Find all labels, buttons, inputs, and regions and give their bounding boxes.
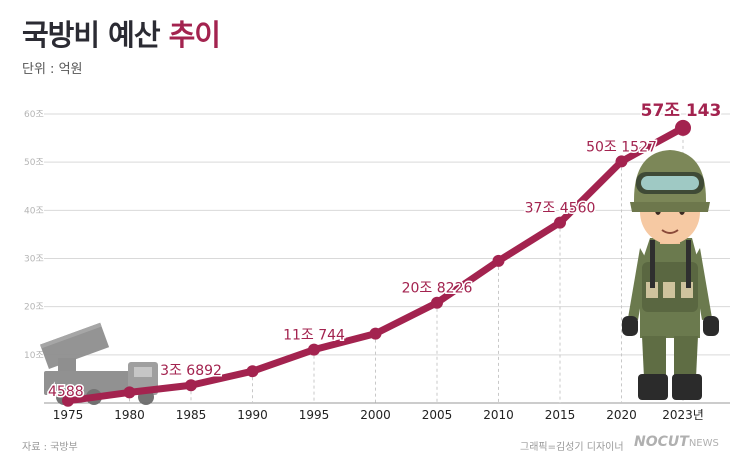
chart-layer: 4588 3조 6892 11조 744 20조 8226 37조 4560 50조 15… [47, 99, 723, 407]
x-tick-label-10: 2023년 [662, 408, 704, 422]
x-tick-label-2: 1985 [176, 408, 207, 422]
x-tick-label-8: 2015 [545, 408, 576, 422]
y-tick-label-2: 30조 [24, 255, 44, 265]
data-point-5 [369, 327, 382, 340]
x-tick-label-9: 2020 [606, 408, 637, 422]
data-label-4: 11조 744 [283, 328, 345, 344]
x-tick-label-7: 2010 [483, 408, 514, 422]
brand-main: NOCUT [634, 434, 689, 450]
source-note: 자료 : 국방부 [22, 442, 78, 453]
data-label-9: 50조 1527 [586, 139, 657, 155]
data-point-7 [492, 254, 505, 267]
brand-sub: NEWS [688, 438, 719, 449]
y-tick-label-4: 50조 [24, 158, 44, 168]
data-point-0 [62, 394, 74, 407]
x-tick-label-1: 1980 [114, 408, 145, 422]
y-tick-label-0: 10조 [24, 351, 44, 361]
x-tick-label-4: 1995 [299, 408, 330, 422]
x-tick-label-5: 2000 [360, 408, 391, 422]
unit-label: 단위 : 억원 [22, 62, 83, 77]
x-tick-label-0: 1975 [53, 408, 84, 422]
title-main: 국방비 예산 [22, 18, 160, 52]
data-point-2 [185, 379, 197, 392]
y-tick-label-3: 40조 [24, 206, 44, 216]
credit-note: 그래픽=김성기 디자이너 [520, 442, 624, 453]
data-label-6: 20조 8226 [402, 281, 473, 297]
data-point-6 [431, 296, 443, 309]
data-point-10 [675, 119, 691, 136]
title-accent: 추이 [168, 18, 221, 52]
data-point-4 [308, 343, 320, 356]
data-label-2: 3조 6892 [160, 363, 222, 379]
data-point-1 [123, 386, 136, 399]
data-label-8: 37조 4560 [525, 201, 596, 217]
y-tick-label-5: 60조 [24, 110, 44, 120]
data-label-0: 4588 [48, 384, 84, 400]
x-tick-label-3: 1990 [237, 408, 268, 422]
artillery-vehicle-illustration [40, 322, 158, 405]
data-point-3 [246, 365, 259, 378]
data-point-8 [554, 216, 566, 229]
brand-logo: NOCUTNEWS [634, 434, 719, 450]
y-tick-label-1: 20조 [24, 303, 44, 313]
x-tick-label-6: 2005 [422, 408, 453, 422]
data-label-10: 57조 143 [641, 101, 722, 121]
soldier-illustration [622, 150, 719, 400]
page-title: 국방비 예산 추이 [22, 12, 221, 54]
data-point-9 [615, 155, 628, 168]
